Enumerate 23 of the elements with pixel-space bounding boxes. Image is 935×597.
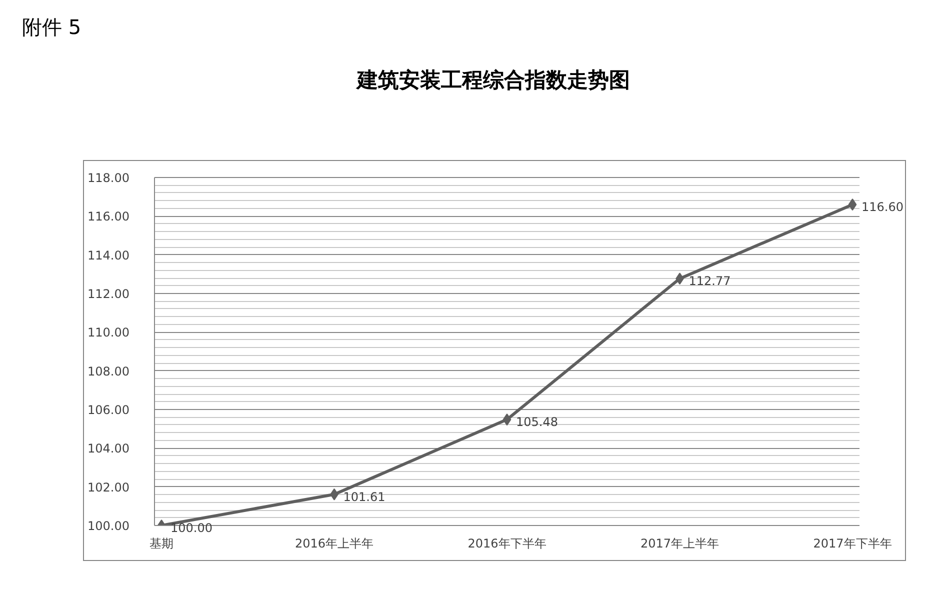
y-tick-label: 100.00 [88,519,130,533]
y-tick-label: 104.00 [88,442,130,456]
data-label: 105.48 [516,415,558,430]
text: 附件 5 [22,14,82,41]
y-tick-label: 110.00 [88,326,130,340]
chart-title: 建筑安装工程综合指数走势图 [357,66,630,94]
point [848,198,857,211]
y-tick-label: 106.00 [88,403,130,417]
data-label: 112.77 [688,274,731,288]
y-tick-label: 108.00 [88,364,130,378]
x-tick-label: 2017年上半年 [640,536,720,550]
y-tick-label: 112.00 [88,287,130,301]
y-tick-label: 102.00 [88,480,130,494]
y-tick-label: 118.00 [88,171,130,185]
data-label: 101.61 [343,490,386,504]
y-tick-label: 114.00 [88,248,130,262]
x-tick-label: 2016年下半年 [468,536,546,550]
data-label: 116.60 [861,200,904,214]
x-tick-label: 2016年上半年 [294,536,374,550]
x-tick-label: 2017年下半年 [813,536,892,550]
y-tick-label: 116.00 [88,210,130,224]
point [502,414,512,426]
x-tick-label: 基期 [150,536,174,550]
